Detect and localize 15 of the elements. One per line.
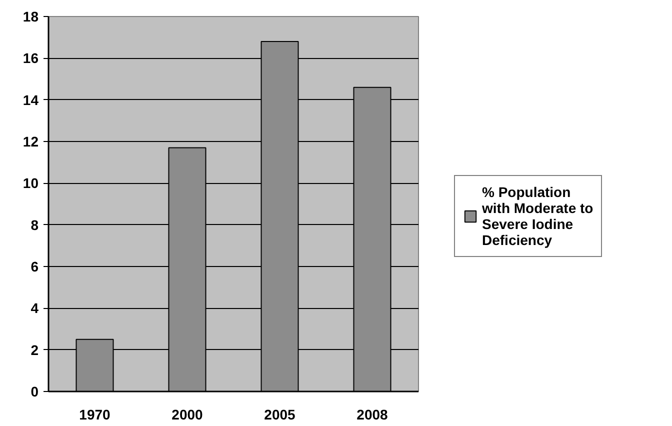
x-tick-label: 2008: [356, 406, 388, 422]
y-tick-label: 10: [22, 175, 39, 192]
y-tick-label: 6: [30, 258, 39, 274]
y-tick-label: 16: [22, 50, 39, 66]
y-tick-label: 2: [30, 342, 39, 358]
x-tick-label: 1970: [79, 406, 111, 422]
x-tick-label: 2005: [264, 406, 296, 422]
y-tick-label: 18: [22, 8, 39, 24]
y-tick-label: 8: [30, 216, 39, 233]
x-tick-label: 2000: [172, 406, 204, 422]
y-tick-label: 0: [30, 384, 39, 400]
legend-label: % Population with Moderate to Severe Iodine Deficiency: [482, 184, 594, 248]
y-tick-label: 14: [22, 92, 39, 108]
y-tick-label: 4: [30, 300, 39, 316]
y-tick-label: 12: [22, 134, 39, 150]
